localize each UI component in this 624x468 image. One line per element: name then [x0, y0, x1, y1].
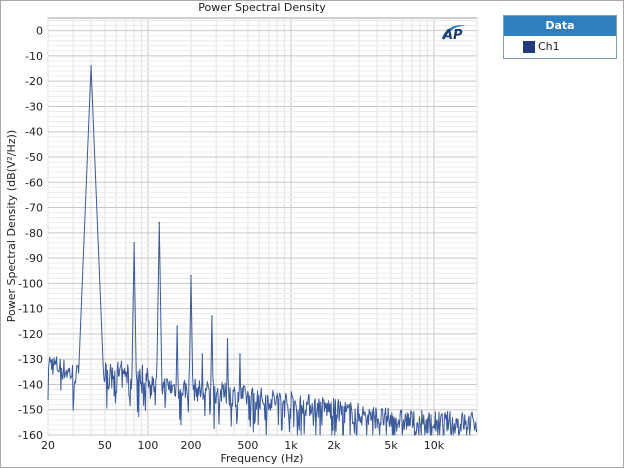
chart-title: Power Spectral Density [198, 1, 326, 14]
x-axis-label: Frequency (Hz) [221, 452, 304, 465]
x-tick-label: 500 [237, 439, 258, 452]
harmonic-peak-point [158, 221, 161, 224]
harmonic-peak-point [176, 325, 178, 328]
x-tick-label: 10k [424, 439, 445, 452]
harmonic-peak-point [211, 315, 213, 318]
x-tick-label: 20 [41, 439, 55, 452]
y-tick-label: -100 [18, 277, 43, 290]
legend-swatch [523, 40, 535, 53]
y-tick-label: -120 [18, 328, 43, 341]
y-tick-label: -80 [25, 227, 43, 240]
y-tick-label: -150 [18, 404, 43, 417]
harmonic-peak-point [201, 353, 204, 355]
x-tick-label: 2k [327, 439, 341, 452]
ap-logo-text: AP [442, 28, 463, 43]
harmonic-peak-point [190, 274, 192, 277]
harmonic-peak-point [133, 242, 135, 244]
y-tick-label: -10 [25, 50, 43, 63]
series-line-ch1 [47, 65, 478, 436]
y-tick-label: -60 [25, 176, 43, 189]
x-tick-label: 100 [137, 439, 158, 452]
y-axis-label: Power Spectral Density (dB(V²/Hz)) [5, 130, 18, 322]
y-tick-label: 0 [36, 25, 43, 38]
y-tick-label: -90 [25, 252, 43, 265]
y-tick-label: -110 [18, 303, 43, 316]
legend-title: Data [504, 16, 616, 36]
y-tick-label: -30 [25, 100, 43, 113]
harmonic-peak-point [90, 65, 92, 67]
harmonic-peak-point [239, 353, 241, 355]
y-tick-label: -160 [18, 429, 43, 442]
legend-item-ch1[interactable]: Ch1 [504, 36, 616, 57]
y-tick-label: -40 [25, 126, 43, 139]
legend: Data Ch1 [503, 15, 617, 59]
x-tick-label: 5k [384, 439, 398, 452]
y-tick-label: -70 [25, 202, 43, 215]
y-tick-label: -20 [25, 75, 43, 88]
ap-logo: AP [440, 22, 468, 44]
y-tick-label: -140 [18, 378, 43, 391]
plot-area [47, 17, 478, 436]
harmonic-peak-point [226, 338, 229, 340]
legend-label: Ch1 [538, 40, 560, 53]
x-tick-label: 50 [98, 439, 112, 452]
y-tick-label: -130 [18, 353, 43, 366]
x-tick-label: 1k [284, 439, 298, 452]
y-tick-label: -50 [25, 151, 43, 164]
x-tick-label: 200 [181, 439, 202, 452]
